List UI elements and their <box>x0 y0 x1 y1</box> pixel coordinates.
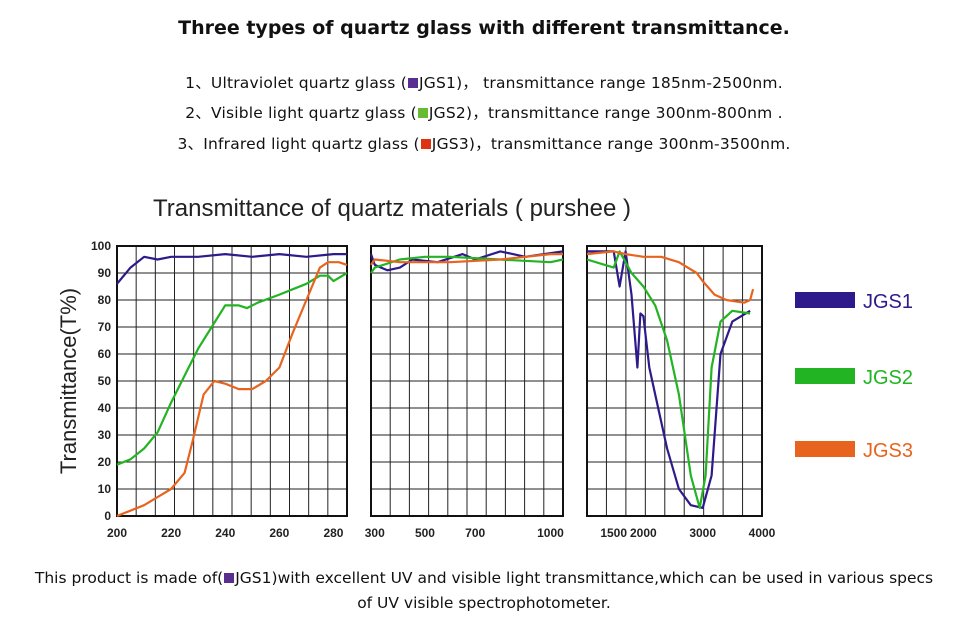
chart-panel-2: 300 500 700 1000 <box>365 245 564 540</box>
panel-frame <box>116 245 348 517</box>
x-tick-label: 4000 <box>749 526 776 540</box>
y-tick-label: 60 <box>98 347 112 361</box>
spec-line-jgs1: 1、Ultraviolet quartz glass ( JGS1)， trans… <box>0 71 968 93</box>
legend-label-jgs2: JGS2 <box>863 367 913 389</box>
y-tick-label: 80 <box>98 293 112 307</box>
x-tick-label: 1500 <box>600 526 627 540</box>
x-tick-label: 1000 <box>537 526 564 540</box>
spec-text-pre: 2、Visible light quartz glass ( <box>185 104 417 122</box>
spec-text-pre: 1、Ultraviolet quartz glass ( <box>185 74 407 92</box>
jgs3-swatch <box>420 139 431 149</box>
spec-text-pre: 3、Infrared light quartz glass ( <box>177 135 420 153</box>
legend-swatch-jgs3 <box>795 441 855 457</box>
spec-code: JGS2 <box>428 104 466 122</box>
spec-text-post: )， transmittance range 185nm-2500nm. <box>456 74 783 92</box>
series-line-jgs3 <box>370 253 563 266</box>
y-tick-label: 50 <box>98 374 112 388</box>
x-tick-label: 220 <box>161 526 181 540</box>
series-line-jgs2 <box>116 272 348 466</box>
spec-line-jgs3: 3、Infrared light quartz glass ( JGS3)，tra… <box>0 132 968 154</box>
x-tick-label: 240 <box>215 526 235 540</box>
series-line-jgs1 <box>587 250 751 509</box>
legend-label-jgs3: JGS3 <box>863 440 913 462</box>
series-line-jgs2 <box>370 255 564 274</box>
x-tick-label: 500 <box>415 526 435 540</box>
x-tick-label: 300 <box>365 526 385 540</box>
series-line-jgs2 <box>586 250 751 509</box>
legend-swatch-jgs1 <box>795 292 855 308</box>
spec-code: JGS1 <box>418 74 457 92</box>
x-tick-label: 3000 <box>689 526 716 540</box>
y-axis-label: Transmittance(T%) <box>56 288 81 474</box>
x-tick-label: 700 <box>465 526 485 540</box>
legend-swatch-jgs2 <box>795 368 855 384</box>
spec-text-post: )，transmittance range 300nm-800nm . <box>466 104 783 122</box>
y-tick-label: 100 <box>91 239 111 253</box>
chart-panel-3: 1500 2000 3000 4000 <box>586 245 776 540</box>
spec-code: JGS3 <box>431 135 469 153</box>
y-tick-label: 10 <box>98 482 112 496</box>
panel-frame <box>586 245 763 517</box>
footer-note: This product is made of( JGS1)with excell… <box>30 566 938 616</box>
y-tick-label: 40 <box>98 401 112 415</box>
series-line-jgs3 <box>116 261 348 518</box>
x-tick-label: 200 <box>107 526 127 540</box>
footer-text-pre: This product is made of( <box>34 569 224 587</box>
x-tick-label: 2000 <box>630 526 657 540</box>
x-tick-label: 280 <box>323 526 343 540</box>
axis-break <box>566 242 584 520</box>
footer-text-post: )with excellent UV and visible light tra… <box>271 569 934 612</box>
spec-text-post: )，transmittance range 300nm-3500nm. <box>468 135 791 153</box>
spec-line-jgs2: 2、Visible light quartz glass ( JGS2)，tran… <box>0 101 968 123</box>
footer-code: JGS1 <box>235 569 272 587</box>
legend-label-jgs1: JGS1 <box>863 291 913 313</box>
series-line-jgs1 <box>116 253 347 285</box>
y-tick-label: 90 <box>98 266 112 280</box>
panel-frame <box>370 245 564 517</box>
series-line-jgs3 <box>586 250 755 304</box>
footer-jgs1-swatch <box>224 573 235 583</box>
y-tick-label: 70 <box>98 320 112 334</box>
x-tick-label: 260 <box>269 526 289 540</box>
jgs2-swatch <box>417 108 428 118</box>
y-tick-label: 0 <box>104 509 111 523</box>
axis-break <box>350 242 368 520</box>
page-heading: Three types of quartz glass with differe… <box>178 17 790 39</box>
y-tick-label: 30 <box>98 428 112 442</box>
chart-title: Transmittance of quartz materials ( purs… <box>153 195 631 222</box>
y-tick-label: 20 <box>98 455 112 469</box>
jgs1-swatch <box>407 78 418 88</box>
